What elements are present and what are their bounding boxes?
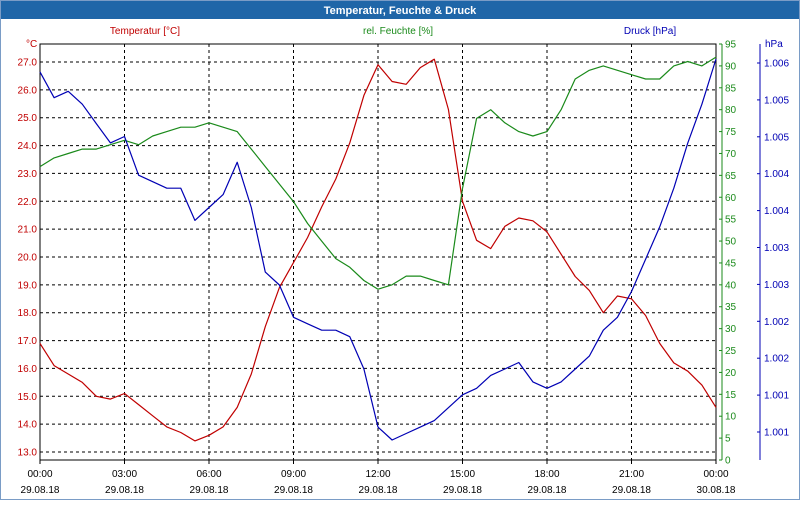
humidity-tick-label: 80 <box>725 105 737 116</box>
left-tick-label: 15.0 <box>18 392 38 403</box>
humidity-tick-label: 35 <box>725 302 737 313</box>
left-axis-label: Temperatur [°C] <box>110 26 180 37</box>
pressure-tick-label: 1.002 <box>764 317 789 328</box>
left-tick-label: 14.0 <box>18 420 38 431</box>
x-tick-time: 09:00 <box>281 469 306 480</box>
humidity-tick-label: 10 <box>725 412 737 423</box>
x-tick-date: 29.08.18 <box>105 485 144 496</box>
x-tick-date: 29.08.18 <box>21 485 60 496</box>
humidity-tick-label: 70 <box>725 149 737 160</box>
x-tick-time: 03:00 <box>112 469 137 480</box>
pressure-tick-label: 1.005 <box>764 132 789 143</box>
pressure-tick-label: 1.005 <box>764 95 789 106</box>
x-tick-time: 00:00 <box>27 469 52 480</box>
x-tick-time: 00:00 <box>703 469 728 480</box>
humidity-line <box>39 56 717 290</box>
plot-frame <box>39 43 717 461</box>
x-tick-date: 29.08.18 <box>443 485 482 496</box>
humidity-tick-label: 75 <box>725 127 737 138</box>
grid-layer <box>40 44 716 460</box>
pressure-tick-label: 1.006 <box>764 59 789 70</box>
x-tick-date: 29.08.18 <box>190 485 229 496</box>
right1-axis-label: rel. Feuchte [%] <box>363 26 433 37</box>
humidity-tick-label: 50 <box>725 237 737 248</box>
x-tick-date: 30.08.18 <box>697 485 736 496</box>
x-tick-time: 12:00 <box>365 469 390 480</box>
humidity-tick-label: 20 <box>725 368 737 379</box>
left-tick-label: 20.0 <box>18 253 38 264</box>
x-tick-date: 29.08.18 <box>612 485 651 496</box>
humidity-tick-label: 60 <box>725 193 737 204</box>
left-tick-label: 24.0 <box>18 141 38 152</box>
left-tick-label: 23.0 <box>18 169 38 180</box>
x-tick-time: 06:00 <box>196 469 221 480</box>
humidity-tick-label: 25 <box>725 346 737 357</box>
humidity-tick-label: 85 <box>725 83 737 94</box>
left-tick-label: 25.0 <box>18 113 38 124</box>
pressure-line <box>39 58 717 441</box>
pressure-tick-label: 1.003 <box>764 280 789 291</box>
humidity-tick-label: 65 <box>725 171 737 182</box>
axis-layer: 13.0 14.0 15.0 16.0 17.0 18.0 19.0 20.0 21.0 22.0… <box>18 40 790 497</box>
temperature-line <box>39 58 717 442</box>
right2-axis-label: Druck [hPa] <box>624 26 676 37</box>
left-tick-label: 21.0 <box>18 225 38 236</box>
title-bar <box>1 1 799 19</box>
humidity-tick-label: 40 <box>725 280 737 291</box>
humidity-tick-label: 55 <box>725 215 737 226</box>
chart-title: Temperatur, Feuchte & Druck <box>324 5 477 17</box>
humidity-tick-label: 0 <box>725 456 731 467</box>
x-tick-date: 29.08.18 <box>359 485 398 496</box>
right2-axis-unit: hPa <box>765 39 783 50</box>
left-tick-label: 13.0 <box>18 448 38 459</box>
humidity-tick-label: 30 <box>725 324 737 335</box>
pressure-tick-label: 1.004 <box>764 169 789 180</box>
left-tick-label: 26.0 <box>18 85 38 96</box>
x-tick-date: 29.08.18 <box>528 485 567 496</box>
x-tick-time: 21:00 <box>619 469 644 480</box>
humidity-tick-label: 15 <box>725 390 737 401</box>
humidity-tick-label: 45 <box>725 258 737 269</box>
x-tick-time: 15:00 <box>450 469 475 480</box>
left-tick-label: 17.0 <box>18 336 38 347</box>
pressure-tick-label: 1.002 <box>764 354 789 365</box>
left-tick-label: 19.0 <box>18 280 38 291</box>
left-tick-label: 22.0 <box>18 197 38 208</box>
series-layer <box>39 56 717 442</box>
pressure-tick-label: 1.004 <box>764 206 789 217</box>
left-axis-unit: °C <box>26 39 37 50</box>
left-tick-label: 27.0 <box>18 58 38 69</box>
pressure-tick-label: 1.001 <box>764 428 789 439</box>
pressure-tick-label: 1.001 <box>764 391 789 402</box>
x-tick-time: 18:00 <box>534 469 559 480</box>
humidity-tick-label: 5 <box>725 434 731 445</box>
humidity-tick-label: 95 <box>725 40 737 51</box>
pressure-tick-label: 1.003 <box>764 243 789 254</box>
humidity-tick-label: 90 <box>725 61 737 72</box>
left-tick-label: 16.0 <box>18 364 38 375</box>
left-tick-label: 18.0 <box>18 308 38 319</box>
x-tick-date: 29.08.18 <box>274 485 313 496</box>
